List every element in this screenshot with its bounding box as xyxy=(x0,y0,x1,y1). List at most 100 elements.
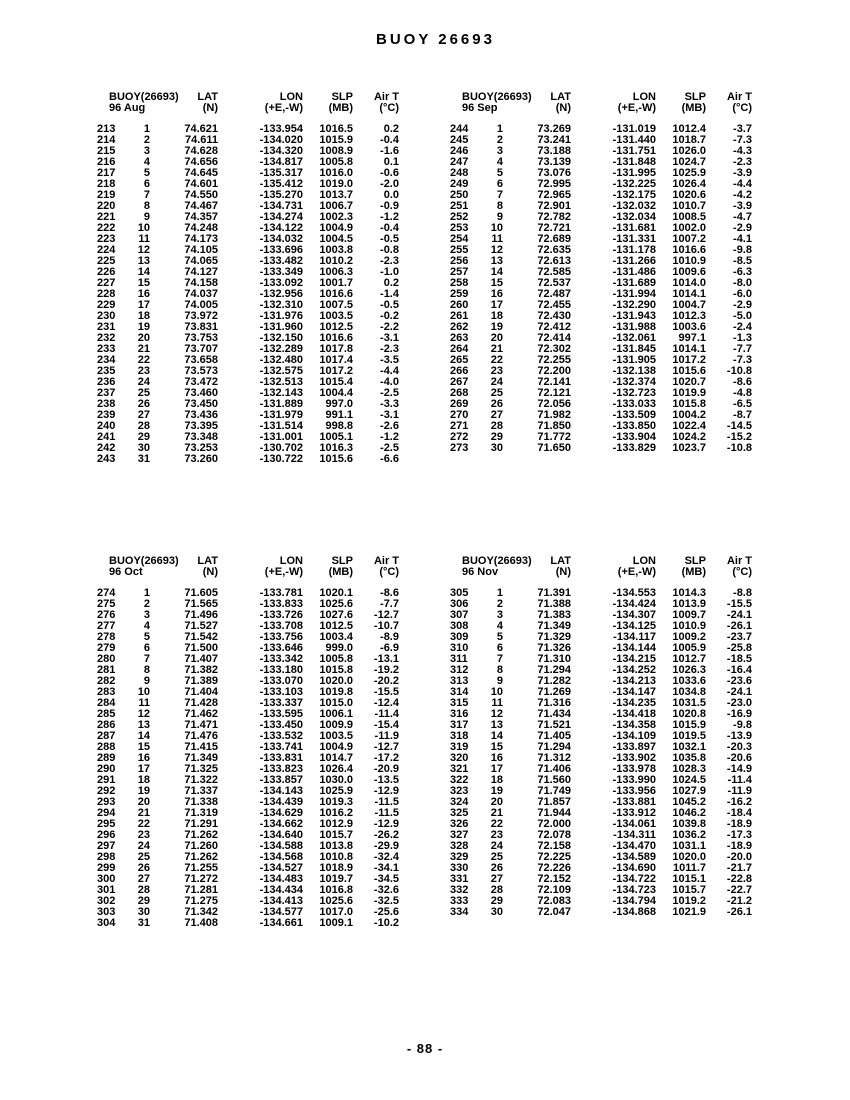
table-cell: -133.781 xyxy=(259,587,303,599)
table-cell: 27 xyxy=(137,409,150,421)
table-cell: 71.322 xyxy=(184,774,218,786)
table-cell: 1020.8 xyxy=(672,708,706,720)
table-cell: 1014.3 xyxy=(672,587,706,599)
table-cell: 7 xyxy=(143,653,150,665)
table-cell: 334 xyxy=(450,906,469,918)
table-cell: 234 xyxy=(97,354,116,366)
table-cell: 72.901 xyxy=(537,200,571,212)
table-cell: 74.621 xyxy=(184,123,218,135)
table-cell: 27 xyxy=(490,409,503,421)
table-cell: 259 xyxy=(450,288,469,300)
table-cell: 1003.5 xyxy=(319,310,353,322)
table-cell: 269 xyxy=(450,398,469,410)
table-cell: -3.9 xyxy=(733,167,752,179)
table-cell: 291 xyxy=(97,774,116,786)
table-cell: 1016.6 xyxy=(319,288,353,300)
table-cell: -131.979 xyxy=(259,409,303,421)
table-cell: 22 xyxy=(137,818,150,830)
table-cell: -26.1 xyxy=(726,620,752,632)
table-row: 324 20 71.857 -133.881 1045.2 -16.2 xyxy=(450,797,760,808)
table-cell: -132.480 xyxy=(259,354,303,366)
table-row: 284 11 71.428 -133.337 1015.0 -12.4 xyxy=(97,698,407,709)
table-cell: -3.1 xyxy=(380,332,399,344)
table-row: 294 21 71.319 -134.629 1016.2 -11.5 xyxy=(97,808,407,819)
table-cell: 73.436 xyxy=(184,409,218,421)
table-cell: 71.262 xyxy=(184,829,218,841)
table-cell: -18.9 xyxy=(726,840,752,852)
table-cell: -134.418 xyxy=(612,708,656,720)
table-cell: 225 xyxy=(97,255,116,267)
table-header: BUOY(26693) LAT LON SLP Air T 96 Nov (N)… xyxy=(450,556,760,578)
table-cell: 328 xyxy=(450,840,469,852)
table-cell: 31 xyxy=(137,453,150,465)
table-cell: 1006.1 xyxy=(319,708,353,720)
table-row: 291 18 71.322 -133.857 1030.0 -13.5 xyxy=(97,775,407,786)
table-cell: 29 xyxy=(137,431,150,443)
table-cell: -134.588 xyxy=(259,840,303,852)
table-row: 261 18 72.430 -131.943 1012.3 -5.0 xyxy=(450,311,760,322)
table-row: 226 14 74.127 -133.349 1006.3 -1.0 xyxy=(97,267,407,278)
table-cell: 1010.9 xyxy=(672,620,706,632)
table-row: 239 27 73.436 -131.979 991.1 -3.1 xyxy=(97,410,407,421)
table-cell: 74.065 xyxy=(184,255,218,267)
table-cell: -133.912 xyxy=(612,807,656,819)
table-cell: 244 xyxy=(450,123,469,135)
table-cell: 222 xyxy=(97,222,116,234)
table-cell: 71.428 xyxy=(184,697,218,709)
table-cell: 3 xyxy=(143,145,150,157)
col-header-lat: LAT xyxy=(550,555,571,567)
table-cell: -133.741 xyxy=(259,741,303,753)
table-cell: -131.019 xyxy=(612,123,656,135)
table-cell: -131.178 xyxy=(612,244,656,256)
table-cell: 9 xyxy=(143,675,150,687)
table-cell: 260 xyxy=(450,299,469,311)
table-row: 331 27 72.152 -134.722 1015.1 -22.8 xyxy=(450,874,760,885)
table-cell: -133.482 xyxy=(259,255,303,267)
table-cell: 72.414 xyxy=(537,332,571,344)
table-cell: 71.405 xyxy=(537,730,571,742)
table-cell: 1020.1 xyxy=(319,587,353,599)
table-cell: 3 xyxy=(496,609,503,621)
table-row: 217 5 74.645 -135.317 1016.0 -0.6 xyxy=(97,168,407,179)
table-cell: 997.1 xyxy=(678,332,706,344)
table-cell: 4 xyxy=(496,156,503,168)
table-cell: -134.868 xyxy=(612,906,656,918)
table-row: 240 28 73.395 -131.514 998.8 -2.6 xyxy=(97,421,407,432)
table-cell: 227 xyxy=(97,277,116,289)
table-cell: -24.1 xyxy=(726,609,752,621)
table-cell: -26.2 xyxy=(373,829,399,841)
col-unit-lat: (N) xyxy=(202,566,218,578)
table-cell: -0.4 xyxy=(380,134,399,146)
table-cell: -133.595 xyxy=(259,708,303,720)
col-unit-lat: (N) xyxy=(555,102,571,114)
table-cell: -133.532 xyxy=(259,730,303,742)
table-cell: 6 xyxy=(143,642,150,654)
table-cell: -3.1 xyxy=(380,409,399,421)
table-cell: -2.0 xyxy=(380,178,399,190)
table-cell: -1.2 xyxy=(380,431,399,443)
table-cell: -2.5 xyxy=(380,387,399,399)
table-row: 299 26 71.255 -134.527 1018.9 -34.1 xyxy=(97,863,407,874)
table-row: 302 29 71.275 -134.413 1025.6 -32.5 xyxy=(97,896,407,907)
table-cell: 258 xyxy=(450,277,469,289)
table-row: 269 26 72.056 -133.033 1015.8 -6.5 xyxy=(450,399,760,410)
table-cell: -23.7 xyxy=(726,631,752,643)
table-row: 300 27 71.272 -134.483 1019.7 -34.5 xyxy=(97,874,407,885)
table-row: 250 7 72.965 -132.175 1020.6 -4.2 xyxy=(450,190,760,201)
table-cell: 71.406 xyxy=(537,763,571,775)
table-cell: 1025.9 xyxy=(672,167,706,179)
table-cell: 73.831 xyxy=(184,321,218,333)
table-cell: 226 xyxy=(97,266,116,278)
table-cell: 74.005 xyxy=(184,299,218,311)
table-cell: -135.317 xyxy=(259,167,303,179)
col-unit-lat: (N) xyxy=(202,102,218,114)
table-cell: -6.0 xyxy=(733,288,752,300)
table-row: 235 23 73.573 -132.575 1017.2 -4.4 xyxy=(97,366,407,377)
table-row: 253 10 72.721 -131.681 1002.0 -2.9 xyxy=(450,223,760,234)
table-cell: -134.413 xyxy=(259,895,303,907)
table-cell: 72.047 xyxy=(537,906,571,918)
table-cell: 71.650 xyxy=(537,442,571,454)
table-row: 266 23 72.200 -132.138 1015.6 -10.8 xyxy=(450,366,760,377)
table-cell: -134.125 xyxy=(612,620,656,632)
table-cell: 1012.5 xyxy=(319,321,353,333)
